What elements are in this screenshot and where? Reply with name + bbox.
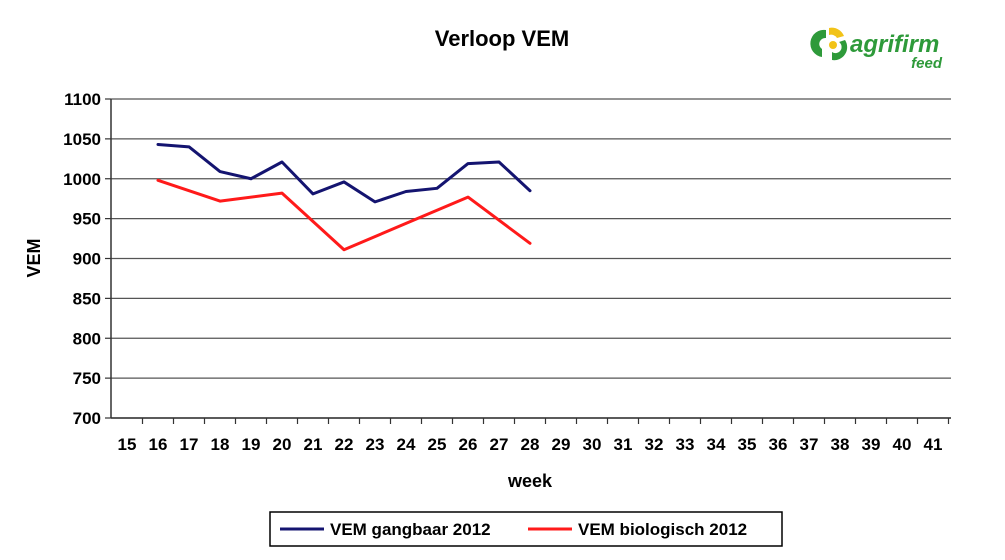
legend-label-gangbaar: VEM gangbaar 2012	[330, 520, 491, 539]
gridlines	[111, 98, 951, 419]
y-tick-label-750: 750	[73, 369, 101, 388]
x-tick-label-34: 34	[707, 435, 726, 454]
x-axis-label: week	[507, 471, 553, 491]
series-1-point-week-28	[528, 242, 532, 245]
x-tick-label-16: 16	[149, 435, 168, 454]
x-tick-label-23: 23	[366, 435, 385, 454]
x-tick-label-33: 33	[676, 435, 695, 454]
series-0-point-week-28	[528, 189, 532, 192]
x-tick-label-26: 26	[459, 435, 478, 454]
series-lines	[156, 142, 532, 252]
agrifirm-logo: agrifirm feed	[810, 27, 943, 72]
x-tick-label-22: 22	[335, 435, 354, 454]
legend: VEM gangbaar 2012 VEM biologisch 2012	[269, 511, 783, 547]
series-1-point-week-22	[342, 248, 346, 251]
series-0-point-week-23	[373, 200, 377, 204]
x-tick-label-35: 35	[738, 435, 757, 454]
legend-label-biologisch: VEM biologisch 2012	[578, 520, 747, 539]
series-0-point-week-20	[280, 160, 284, 164]
legend-box	[269, 511, 783, 547]
x-tick-label-27: 27	[490, 435, 509, 454]
y-tick-label-900: 900	[73, 250, 101, 269]
x-axis-ticks: 15 16 17 18 19 20 21 22 23 24 25 26 27 28 29 30 31 32 33 34…	[118, 418, 950, 454]
series-1-point-week-26	[466, 195, 470, 199]
x-tick-label-21: 21	[304, 435, 323, 454]
series-1-point-week-24	[404, 222, 408, 225]
series-1-point-week-18	[218, 199, 222, 203]
y-tick-label-950: 950	[73, 210, 101, 229]
series-line-0	[156, 142, 532, 204]
x-tick-label-24: 24	[397, 435, 416, 454]
y-tick-label-1100: 1100	[64, 90, 101, 109]
x-tick-label-25: 25	[428, 435, 447, 454]
series-1-point-week-16	[156, 179, 160, 182]
x-tick-label-40: 40	[893, 435, 912, 454]
logo-wordmark: agrifirm	[850, 31, 939, 58]
series-line-1	[156, 178, 532, 252]
x-tick-label-38: 38	[831, 435, 850, 454]
series-0-point-week-27	[497, 160, 501, 164]
x-tick-label-18: 18	[211, 435, 230, 454]
series-0-point-week-22	[342, 180, 346, 184]
x-tick-label-32: 32	[645, 435, 664, 454]
x-tick-label-20: 20	[273, 435, 292, 454]
x-tick-label-19: 19	[242, 435, 261, 454]
y-tick-label-850: 850	[73, 289, 101, 308]
y-tick-label-1050: 1050	[63, 130, 101, 149]
chart-title: Verloop VEM	[435, 26, 569, 51]
series-0-point-week-21	[311, 192, 315, 196]
x-tick-label-39: 39	[862, 435, 881, 454]
x-tick-label-36: 36	[769, 435, 788, 454]
x-tick-label-29: 29	[552, 435, 571, 454]
y-tick-label-800: 800	[73, 329, 101, 348]
x-tick-label-41: 41	[924, 435, 943, 454]
series-0-point-week-26	[466, 162, 470, 165]
logo-mark-icon	[810, 27, 848, 61]
y-axis-ticks: 700 750 800 850 900 950 1000 1050 1100	[63, 90, 111, 428]
y-tick-label-700: 700	[73, 409, 101, 428]
series-1-point-week-20	[280, 191, 284, 195]
x-tick-label-30: 30	[583, 435, 602, 454]
x-tick-label-15: 15	[118, 435, 137, 454]
x-tick-label-37: 37	[800, 435, 819, 454]
series-0-point-week-18	[218, 170, 222, 173]
x-tick-label-28: 28	[521, 435, 540, 454]
y-axis-label: VEM	[24, 238, 44, 277]
series-0-point-week-17	[187, 145, 191, 149]
series-0-point-week-25	[435, 187, 439, 190]
series-0-point-week-16	[156, 143, 160, 146]
y-tick-label-1000: 1000	[63, 170, 101, 189]
series-0-point-week-19	[249, 177, 253, 180]
logo-subtext: feed	[911, 55, 943, 72]
x-tick-label-31: 31	[614, 435, 633, 454]
x-tick-label-17: 17	[180, 435, 199, 454]
series-0-point-week-24	[404, 190, 408, 193]
